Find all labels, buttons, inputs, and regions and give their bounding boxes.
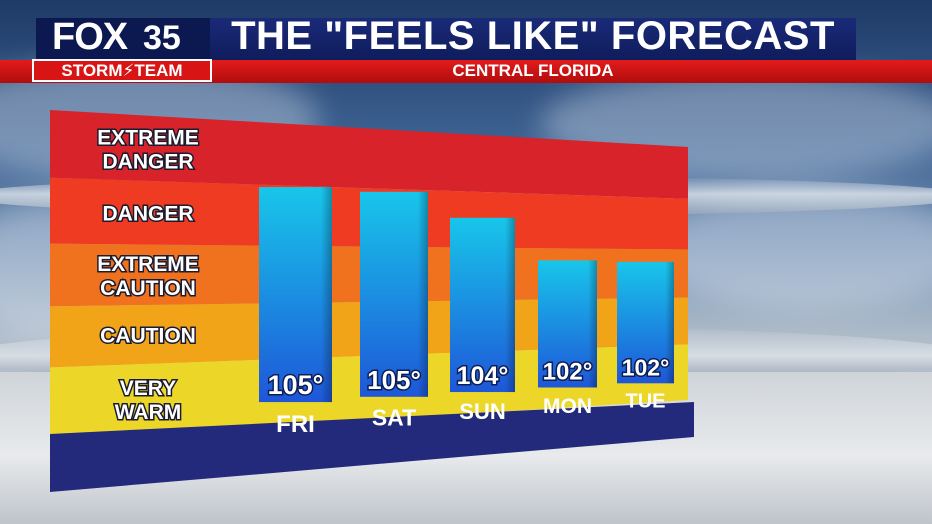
bar-shade (259, 187, 332, 403)
bar-shade (450, 217, 515, 393)
value-label: 104° (457, 362, 509, 390)
band-label: VERY (120, 377, 176, 400)
logo-box (36, 18, 210, 60)
band-label: CAUTION (100, 324, 196, 347)
title-bar (210, 18, 856, 60)
value-label: 102° (543, 358, 593, 385)
bar-shade (360, 191, 428, 397)
chart-base (50, 402, 694, 492)
band-label: DANGER (102, 203, 193, 226)
day-label: SUN (459, 399, 505, 424)
day-label: FRI (276, 411, 315, 438)
day-label: SAT (372, 404, 416, 430)
band-label: CAUTION (100, 277, 196, 300)
bar-shade (617, 261, 674, 384)
subtitle-bar (0, 60, 932, 83)
band-label: EXTREME (97, 253, 199, 276)
band-label: WARM (115, 401, 182, 424)
page-title: THE "FEELS LIKE" FORECAST (231, 14, 835, 58)
band-label: EXTREME (97, 126, 199, 149)
bar-shade (538, 260, 597, 388)
band-label: DANGER (102, 150, 193, 173)
value-label: 105° (268, 370, 324, 400)
band-0 (50, 110, 688, 199)
value-label: 102° (622, 354, 670, 380)
day-label: TUE (626, 390, 666, 412)
value-label: 105° (367, 365, 421, 395)
channel-number: 35 (143, 19, 181, 57)
storm-team-logo: STORM⚡TEAM (32, 59, 212, 82)
day-label: MON (543, 395, 592, 418)
region-subtitle: CENTRAL FLORIDA (452, 61, 614, 80)
fox-logo: FOX (52, 16, 128, 58)
